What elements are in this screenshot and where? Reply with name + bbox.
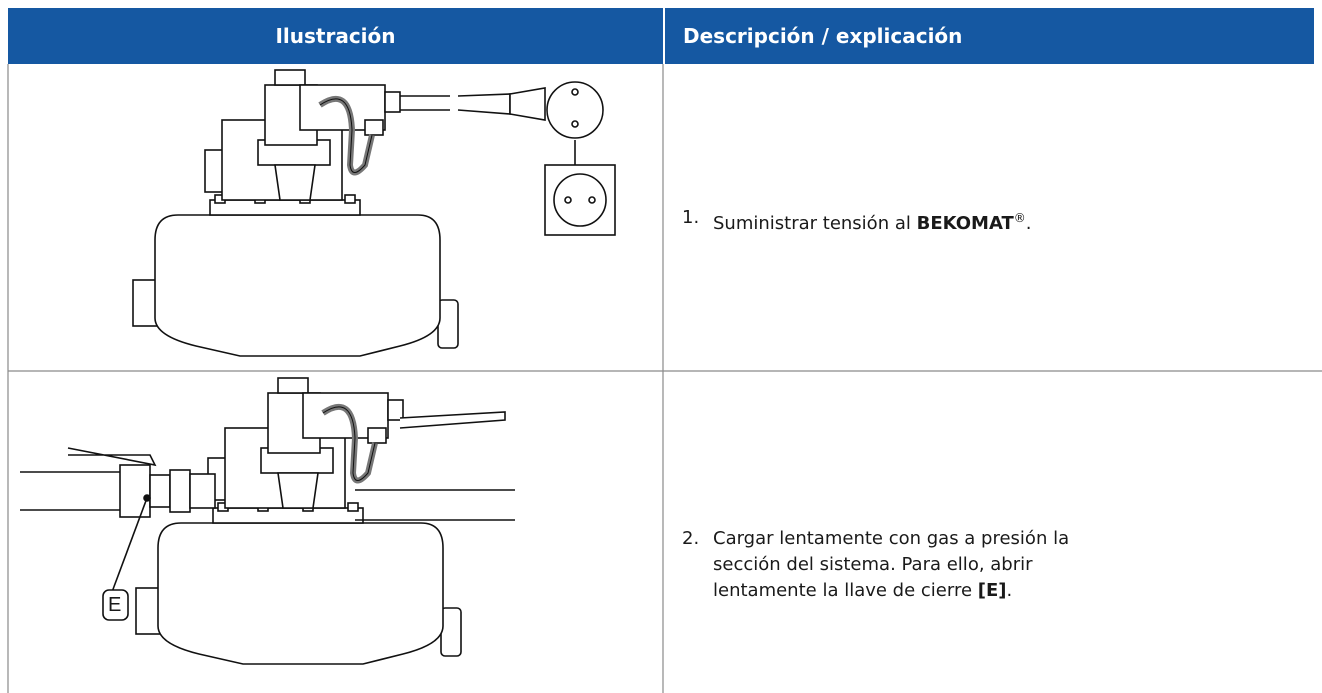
illustration-label: E [108, 594, 122, 616]
device-drawing-1 [133, 70, 616, 356]
trademark: ® [1013, 211, 1026, 225]
device-drawing-2 [20, 378, 515, 664]
header-cell: Ilustración [8, 8, 663, 64]
product-name: BEKOMAT [916, 213, 1014, 234]
step-text: Suministrar tensión al BEKOMAT®. [713, 205, 1273, 237]
step-number: 1. [682, 207, 700, 228]
text: . [1006, 580, 1013, 601]
step-text: Cargar lentamente con gas a presión la s… [713, 526, 1133, 604]
header-cell: Descripción / explicación [663, 8, 1314, 64]
text: Suministrar tensión al [713, 213, 917, 234]
reference: [E] [977, 580, 1007, 601]
step-number: 2. [682, 528, 700, 549]
table-lines [7, 64, 1322, 693]
text: Cargar lentamente con gas a presión la s… [713, 528, 1070, 601]
text: . [1025, 213, 1032, 234]
